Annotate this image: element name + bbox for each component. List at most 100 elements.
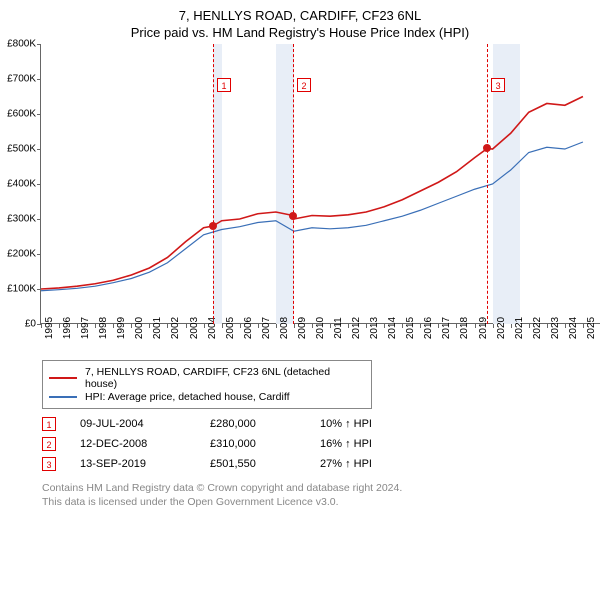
sale-date: 13-SEP-2019: [80, 458, 210, 470]
y-axis-label: £700K: [7, 74, 36, 85]
y-axis-label: £300K: [7, 214, 36, 225]
x-axis-label: 2008: [279, 317, 290, 339]
event-marker: 2: [297, 78, 311, 92]
y-tick: [37, 289, 41, 290]
x-tick: [475, 324, 476, 328]
event-line: [293, 44, 294, 324]
x-axis-label: 2000: [134, 317, 145, 339]
x-tick: [330, 324, 331, 328]
event-marker: 3: [491, 78, 505, 92]
sale-date: 09-JUL-2004: [80, 418, 210, 430]
y-axis-label: £200K: [7, 249, 36, 260]
x-axis-label: 2020: [496, 317, 507, 339]
x-axis-label: 2014: [387, 317, 398, 339]
x-tick: [113, 324, 114, 328]
x-tick: [456, 324, 457, 328]
x-axis-label: 2006: [243, 317, 254, 339]
sale-row: 212-DEC-2008£310,00016% ↑ HPI: [42, 437, 600, 451]
attribution-line: Contains HM Land Registry data © Crown c…: [42, 481, 600, 495]
x-tick: [240, 324, 241, 328]
x-axis-label: 1999: [116, 317, 127, 339]
series-line: [41, 142, 583, 291]
x-tick: [348, 324, 349, 328]
y-tick: [37, 44, 41, 45]
x-axis-label: 2025: [586, 317, 597, 339]
x-tick: [95, 324, 96, 328]
sale-dot: [289, 212, 297, 220]
x-tick: [59, 324, 60, 328]
x-tick: [258, 324, 259, 328]
legend-swatch: [49, 377, 77, 379]
x-axis-label: 2021: [514, 317, 525, 339]
legend-row: HPI: Average price, detached house, Card…: [49, 391, 365, 403]
y-axis-label: £800K: [7, 39, 36, 50]
sale-price: £310,000: [210, 438, 320, 450]
x-axis-label: 2003: [189, 317, 200, 339]
y-tick: [37, 254, 41, 255]
sale-price: £501,550: [210, 458, 320, 470]
x-tick: [204, 324, 205, 328]
sale-price: £280,000: [210, 418, 320, 430]
x-axis-label: 2016: [423, 317, 434, 339]
sale-marker: 3: [42, 457, 56, 471]
x-tick: [384, 324, 385, 328]
event-marker: 1: [217, 78, 231, 92]
sale-date: 12-DEC-2008: [80, 438, 210, 450]
x-tick: [167, 324, 168, 328]
x-tick: [529, 324, 530, 328]
sale-vs-hpi: 27% ↑ HPI: [320, 458, 420, 470]
chart-lines: [41, 44, 600, 324]
x-axis-label: 2002: [170, 317, 181, 339]
x-tick: [583, 324, 584, 328]
x-axis-label: 1997: [80, 317, 91, 339]
x-tick: [366, 324, 367, 328]
x-tick: [402, 324, 403, 328]
y-tick: [37, 149, 41, 150]
sale-dot: [483, 144, 491, 152]
x-tick: [493, 324, 494, 328]
x-tick: [276, 324, 277, 328]
sales-table: 109-JUL-2004£280,00010% ↑ HPI212-DEC-200…: [42, 417, 600, 471]
y-axis-label: £500K: [7, 144, 36, 155]
x-axis-label: 1996: [62, 317, 73, 339]
x-axis-label: 2012: [351, 317, 362, 339]
plot-region: £0£100K£200K£300K£400K£500K£600K£700K£80…: [40, 44, 600, 324]
chart-subtitle: Price paid vs. HM Land Registry's House …: [0, 25, 600, 40]
x-axis-label: 2018: [459, 317, 470, 339]
y-tick: [37, 114, 41, 115]
x-tick: [565, 324, 566, 328]
y-axis-label: £600K: [7, 109, 36, 120]
x-tick: [438, 324, 439, 328]
series-line: [41, 97, 583, 290]
sale-vs-hpi: 16% ↑ HPI: [320, 438, 420, 450]
x-axis-label: 1998: [98, 317, 109, 339]
x-tick: [420, 324, 421, 328]
chart-title-block: 7, HENLLYS ROAD, CARDIFF, CF23 6NL Price…: [0, 0, 600, 44]
x-axis-label: 1995: [44, 317, 55, 339]
attribution: Contains HM Land Registry data © Crown c…: [42, 481, 600, 509]
sale-row: 3 13-SEP-2019£501,55027% ↑ HPI: [42, 457, 600, 471]
legend-label: HPI: Average price, detached house, Card…: [85, 391, 290, 403]
attribution-line: This data is licensed under the Open Gov…: [42, 495, 600, 509]
y-axis-label: £400K: [7, 179, 36, 190]
x-axis-label: 2015: [405, 317, 416, 339]
sale-marker: 1: [42, 417, 56, 431]
chart-title: 7, HENLLYS ROAD, CARDIFF, CF23 6NL: [0, 8, 600, 23]
y-tick: [37, 184, 41, 185]
x-axis-label: 2013: [369, 317, 380, 339]
x-axis-label: 2005: [225, 317, 236, 339]
sale-row: 109-JUL-2004£280,00010% ↑ HPI: [42, 417, 600, 431]
y-tick: [37, 219, 41, 220]
x-axis-label: 2009: [297, 317, 308, 339]
event-line: [213, 44, 214, 324]
x-axis-label: 2023: [550, 317, 561, 339]
x-axis-label: 2024: [568, 317, 579, 339]
x-axis-label: 2017: [441, 317, 452, 339]
x-tick: [149, 324, 150, 328]
sale-dot: [209, 222, 217, 230]
y-axis-label: £0: [25, 319, 36, 330]
x-tick: [41, 324, 42, 328]
legend: 7, HENLLYS ROAD, CARDIFF, CF23 6NL (deta…: [42, 360, 372, 409]
x-tick: [511, 324, 512, 328]
x-tick: [131, 324, 132, 328]
